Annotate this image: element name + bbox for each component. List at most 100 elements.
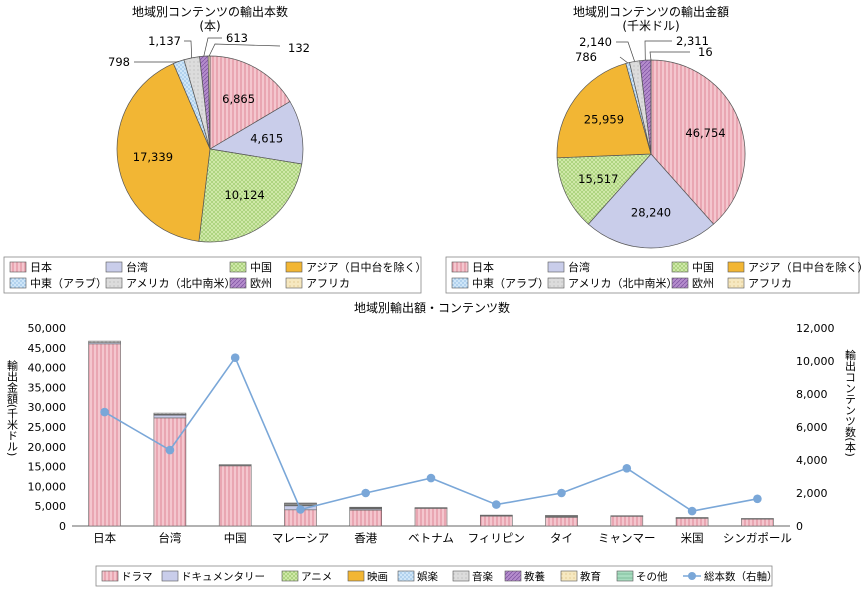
- legend-swatch: [347, 570, 365, 582]
- slice-label: 25,959: [584, 113, 624, 127]
- legend-swatch: [9, 277, 27, 289]
- slice-label: 613: [226, 31, 248, 45]
- line-point: [492, 500, 501, 509]
- pie-title: 地域別コンテンツの輸出金額: [573, 4, 729, 19]
- pie-subtitle: (千米ドル): [622, 19, 679, 33]
- pie-slice: [198, 148, 303, 243]
- line-point: [230, 353, 240, 363]
- x-tick-label: 日本: [93, 531, 116, 545]
- y-tick-label: 5,000: [35, 500, 67, 513]
- line-point: [361, 488, 371, 498]
- bar-segment: [545, 514, 578, 517]
- legend-box: [95, 565, 773, 587]
- legend-swatch: [101, 570, 119, 582]
- legend-swatch: [285, 261, 303, 273]
- leader-line: [208, 43, 281, 57]
- bar-segment: [88, 340, 121, 344]
- legend-swatch: [504, 570, 522, 582]
- legend-label: アフリカ: [306, 277, 350, 290]
- slice-label: 17,339: [133, 150, 173, 164]
- slice-label: 15,517: [578, 172, 618, 186]
- y2-axis-label: 輸出コンテンツ数(本): [844, 348, 857, 457]
- slice-label: 10,124: [224, 188, 264, 202]
- x-tick-label: タイ: [550, 531, 573, 545]
- bar-segment: [741, 518, 774, 520]
- pie-slice: [587, 153, 715, 249]
- legend-label: アジア（日中台を除く）: [306, 260, 427, 274]
- y2-tick-label: 10,000: [796, 355, 835, 368]
- bar-segment: [218, 464, 252, 466]
- legend-label: アジア（日中台を除く）: [748, 260, 864, 274]
- bar-chart: 地域別輸出額・コンテンツ数 0 5,000 10,000 15,000 20,000 25,…: [6, 300, 857, 545]
- line-point: [622, 464, 632, 473]
- slice-label: 786: [575, 50, 597, 64]
- pie-slice: [116, 63, 211, 242]
- legend-label: 台湾: [568, 260, 590, 274]
- bar-segment: [479, 515, 513, 527]
- legend-swatch: [161, 570, 179, 582]
- legend-box: [3, 256, 422, 294]
- legend-swatch: [727, 261, 745, 273]
- legend-label: アメリカ（北中南米）: [126, 277, 235, 290]
- y2-tick-label: 6,000: [796, 421, 828, 434]
- leader-line: [134, 61, 179, 63]
- pie-chart-amount: 地域別コンテンツの輸出金額(千米ドル) 46,754 28,240 15,517 25,…: [556, 4, 746, 249]
- bar-segment: [153, 414, 187, 419]
- y-tick-label: 0: [59, 520, 66, 533]
- y-tick-label: 50,000: [28, 322, 67, 335]
- legend-box: [445, 256, 860, 294]
- legend-swatch: [451, 277, 469, 289]
- legend-swatch: [397, 570, 415, 582]
- legend-label: アニメ: [301, 571, 332, 583]
- x-tick-label: 米国: [681, 531, 704, 545]
- legend-swatch: [727, 277, 745, 289]
- slice-label: 1,137: [148, 34, 181, 48]
- line-point: [753, 494, 762, 504]
- x-tick-label: ミャンマー: [598, 531, 656, 545]
- legend-swatch: [560, 570, 578, 582]
- pie-chart-count: 地域別コンテンツの輸出本数(本) 6,865 4,615 10,124 17,339 79…: [108, 4, 310, 243]
- legend-swatch: [9, 261, 27, 273]
- y2-tick-label: 0: [796, 520, 803, 533]
- slice-label: 16: [698, 45, 713, 59]
- y2-tick-label: 4,000: [796, 454, 828, 467]
- leader-line: [649, 51, 690, 61]
- bar-segment: [88, 343, 121, 527]
- pie-slice: [650, 59, 746, 225]
- bar-segment: [479, 514, 513, 516]
- pie-legend: 日本 台湾 中国 アジア（日中台を除く） 中東（アラブ） アメリカ（北中南米） 欧州 アフリカ…: [3, 256, 864, 294]
- legend-swatch: [285, 277, 303, 289]
- bar-segment: [218, 465, 252, 527]
- legend-swatch: [671, 261, 689, 273]
- legend-label: 中国: [692, 261, 714, 274]
- y-tick-label: 15,000: [28, 461, 67, 474]
- legend-label: 総本数（右軸）: [704, 570, 778, 583]
- bar-segment: [414, 507, 448, 527]
- slice-label: 798: [108, 55, 130, 69]
- total-count-line: [104, 356, 758, 512]
- pie-subtitle: (本): [199, 19, 220, 33]
- legend-swatch: [229, 261, 247, 273]
- y2-tick-label: 8,000: [796, 388, 828, 401]
- leader-line: [619, 56, 628, 64]
- y-tick-label: 45,000: [28, 342, 67, 355]
- legend-label: 中東（アラブ）: [30, 276, 107, 290]
- legend-label: アフリカ: [748, 277, 792, 290]
- legend-label: 娯楽: [417, 570, 438, 583]
- legend-swatch: [105, 261, 123, 273]
- legend-swatch: [229, 277, 247, 289]
- pie-slice: [209, 55, 291, 150]
- legend-label: 教育: [580, 570, 601, 583]
- slice-label: 132: [288, 41, 310, 55]
- legend-label: 台湾: [126, 260, 148, 274]
- pie-slice: [556, 62, 652, 159]
- bar-legend: ドラマ ドキュメンタリー アニメ 映画 娯楽 音楽 教養 教育 その他 総本数（右軸）: [95, 565, 778, 587]
- line-point: [100, 407, 109, 417]
- y2-tick-label: 12,000: [796, 322, 835, 335]
- legend-swatch: [547, 261, 565, 273]
- leader-line: [644, 40, 672, 61]
- legend-line-marker: [688, 572, 696, 580]
- slice-label: 4,615: [250, 131, 283, 145]
- leader-line: [184, 40, 193, 58]
